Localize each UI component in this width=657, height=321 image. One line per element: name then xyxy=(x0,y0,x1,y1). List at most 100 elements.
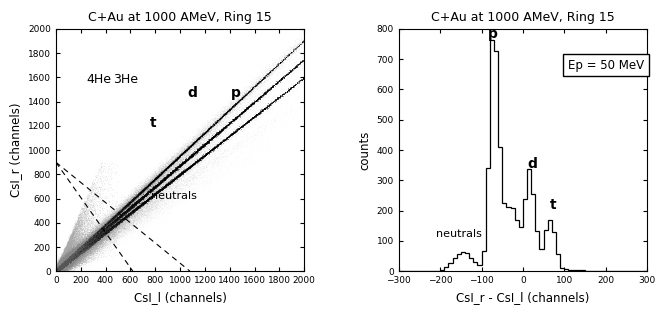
Point xyxy=(156,178,167,183)
Point xyxy=(55,258,65,264)
Point xyxy=(55,266,65,271)
Point xyxy=(96,229,106,234)
Point xyxy=(88,240,99,245)
Point xyxy=(124,199,135,204)
Point xyxy=(64,252,75,257)
Point xyxy=(61,245,72,250)
Point xyxy=(72,247,83,253)
Point xyxy=(95,221,105,226)
Point xyxy=(240,91,251,96)
Point xyxy=(112,217,123,222)
Point xyxy=(64,257,74,263)
Point xyxy=(65,259,76,264)
Point xyxy=(56,261,66,266)
Point xyxy=(95,233,106,239)
Point xyxy=(55,261,66,266)
Point xyxy=(139,206,149,212)
Point xyxy=(83,242,93,247)
Point xyxy=(91,238,101,243)
Point xyxy=(154,182,165,187)
Point xyxy=(92,233,102,238)
Point xyxy=(59,266,70,272)
Point xyxy=(259,87,269,92)
Point xyxy=(103,218,114,223)
Point xyxy=(82,219,93,224)
Point xyxy=(93,231,104,237)
Point xyxy=(65,255,76,260)
Point xyxy=(120,209,131,214)
Point xyxy=(111,215,122,220)
Point xyxy=(60,263,70,268)
Point xyxy=(74,248,84,253)
Point xyxy=(87,237,98,242)
Point xyxy=(88,241,99,247)
Point xyxy=(72,241,82,246)
Point xyxy=(72,250,82,255)
Point xyxy=(70,256,81,261)
Point xyxy=(122,222,132,228)
Point xyxy=(120,222,131,228)
Point xyxy=(116,219,126,224)
Point xyxy=(126,201,137,206)
Point xyxy=(88,235,99,240)
Point xyxy=(60,257,71,263)
Point xyxy=(123,212,133,217)
Point xyxy=(104,244,115,249)
Point xyxy=(141,187,152,192)
Point xyxy=(162,164,172,169)
Point xyxy=(127,223,137,229)
Point xyxy=(90,231,101,236)
Point xyxy=(74,248,84,253)
Point xyxy=(109,209,120,214)
Point xyxy=(57,267,68,273)
Point xyxy=(58,265,68,271)
Point xyxy=(74,252,84,257)
Point xyxy=(154,162,165,167)
Point xyxy=(116,209,127,214)
Point xyxy=(225,131,236,136)
Point xyxy=(78,245,89,250)
Point xyxy=(158,185,169,190)
Point xyxy=(99,227,110,232)
Point xyxy=(154,175,164,180)
Point xyxy=(95,236,106,241)
Point xyxy=(158,185,169,190)
Point xyxy=(69,254,79,259)
Point xyxy=(64,261,75,266)
Point xyxy=(193,157,203,162)
Point xyxy=(68,254,79,259)
Point xyxy=(53,266,64,272)
Point xyxy=(176,157,187,162)
Point xyxy=(154,164,164,169)
Point xyxy=(232,104,242,109)
Point xyxy=(56,260,66,265)
Point xyxy=(93,234,103,239)
Point xyxy=(121,217,131,222)
Point xyxy=(204,119,214,124)
Point xyxy=(94,232,104,238)
Point xyxy=(225,124,235,129)
Point xyxy=(78,206,88,211)
Point xyxy=(85,247,96,253)
Point xyxy=(112,212,122,217)
Point xyxy=(57,266,68,272)
Point xyxy=(234,94,244,99)
Point xyxy=(94,233,104,239)
Point xyxy=(94,229,104,234)
Point xyxy=(53,269,63,274)
Point xyxy=(179,171,189,176)
Point xyxy=(90,247,101,252)
Point xyxy=(151,191,162,196)
Point xyxy=(104,240,114,246)
Point xyxy=(97,236,107,241)
Point xyxy=(138,188,148,193)
Point xyxy=(89,235,99,240)
Point xyxy=(156,168,167,173)
Point xyxy=(54,264,64,269)
Point xyxy=(136,191,147,196)
Point xyxy=(127,196,138,202)
Point xyxy=(194,172,205,177)
Point xyxy=(62,256,73,262)
Point xyxy=(73,251,83,256)
Point xyxy=(160,190,170,195)
